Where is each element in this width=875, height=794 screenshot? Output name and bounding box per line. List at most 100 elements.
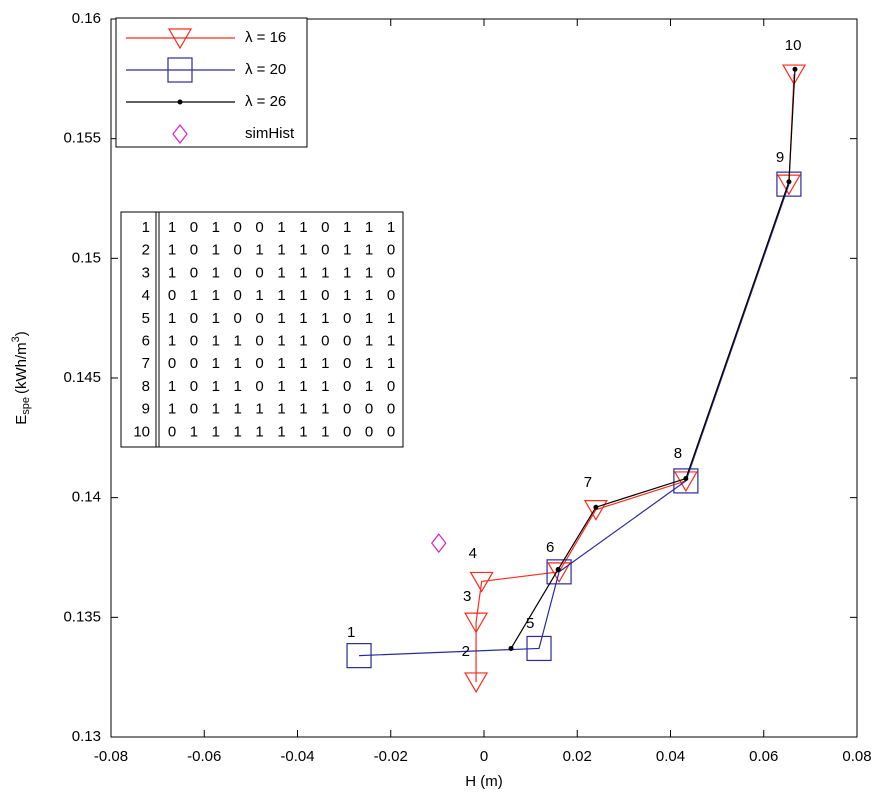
table-cell: 0 <box>190 242 198 259</box>
point-label: 9 <box>776 149 784 166</box>
table-cell: 0 <box>168 355 176 372</box>
table-cell: 0 <box>387 401 395 418</box>
x-tick-label: -0.02 <box>374 748 408 765</box>
y-tick-label: 0.135 <box>63 608 101 625</box>
table-cell: 1 <box>212 264 220 281</box>
table-cell: 1 <box>168 378 176 395</box>
table-cell: 1 <box>277 355 285 372</box>
table-index: 9 <box>142 401 150 418</box>
table-cell: 1 <box>365 219 373 236</box>
x-tick-label: 0.04 <box>656 748 685 765</box>
point-label: 1 <box>347 624 355 641</box>
legend-marker <box>177 99 183 105</box>
marker-diamond <box>431 533 447 554</box>
table-cell: 1 <box>277 423 285 440</box>
table-cell: 1 <box>299 242 307 259</box>
table-cell: 1 <box>387 310 395 327</box>
table-cell: 1 <box>277 264 285 281</box>
table-cell: 0 <box>234 264 242 281</box>
x-tick-label: -0.04 <box>280 748 314 765</box>
y-label-sup: 3 <box>10 336 22 342</box>
table-index: 2 <box>142 242 150 259</box>
table-cell: 0 <box>255 355 263 372</box>
table-cell: 1 <box>212 219 220 236</box>
marker-dot <box>792 66 798 72</box>
table-cell: 1 <box>277 401 285 418</box>
table-cell: 1 <box>168 219 176 236</box>
table-cell: 1 <box>365 264 373 281</box>
table-cell: 1 <box>321 355 329 372</box>
marker-dot <box>786 179 792 185</box>
table-cell: 0 <box>190 219 198 236</box>
table-cell: 1 <box>387 219 395 236</box>
marker-square <box>546 559 572 585</box>
table-index: 1 <box>142 219 150 236</box>
point-label: 4 <box>469 545 477 562</box>
table-cell: 1 <box>212 310 220 327</box>
table-index: 7 <box>142 355 150 372</box>
table-cell: 1 <box>277 242 285 259</box>
table-cell: 1 <box>190 423 198 440</box>
y-label-base: E <box>13 415 30 425</box>
y-axis-label: Espe (kWh/m3) <box>10 331 32 425</box>
table-index: 10 <box>133 423 150 440</box>
table-cell: 1 <box>321 423 329 440</box>
y-label-end: ) <box>13 331 30 336</box>
table-cell: 1 <box>365 242 373 259</box>
table-cell: 1 <box>299 219 307 236</box>
marker-dot <box>683 476 689 482</box>
table-cell: 0 <box>343 355 351 372</box>
table-cell: 0 <box>255 264 263 281</box>
table-cell: 0 <box>365 401 373 418</box>
table-cell: 0 <box>190 355 198 372</box>
table-cell: 1 <box>277 378 285 395</box>
table-cell: 1 <box>234 423 242 440</box>
marker-square <box>526 635 552 662</box>
table-cell: 1 <box>343 219 351 236</box>
legend-label: λ = 16 <box>245 29 286 46</box>
table-cell: 0 <box>387 287 395 304</box>
table-cell: 0 <box>234 287 242 304</box>
marker-dot <box>555 566 561 572</box>
table-index: 5 <box>142 310 150 327</box>
y-label-text: (kWh/m <box>13 342 30 394</box>
table-cell: 1 <box>365 332 373 349</box>
table-cell: 1 <box>365 287 373 304</box>
marker-dot <box>593 504 599 510</box>
table-cell: 0 <box>387 242 395 259</box>
table-cell: 1 <box>212 287 220 304</box>
table-cell: 1 <box>277 287 285 304</box>
table-cell: 0 <box>234 310 242 327</box>
table-cell: 1 <box>234 332 242 349</box>
marker-triangle <box>583 500 608 521</box>
marker-triangle <box>782 64 807 86</box>
marker-triangle <box>547 562 572 584</box>
table-cell: 1 <box>168 264 176 281</box>
table-cell: 1 <box>212 423 220 440</box>
table-cell: 0 <box>321 219 329 236</box>
table-cell: 1 <box>234 401 242 418</box>
table-cell: 1 <box>299 378 307 395</box>
table-cell: 1 <box>168 242 176 259</box>
table-cell: 1 <box>255 287 263 304</box>
table-cell: 1 <box>255 423 263 440</box>
x-tick-label: 0 <box>480 748 488 765</box>
table-cell: 1 <box>277 310 285 327</box>
table-cell: 0 <box>255 310 263 327</box>
legend-label: λ = 20 <box>245 61 286 78</box>
legend-label: λ = 26 <box>245 93 286 110</box>
table-index: 4 <box>142 287 150 304</box>
x-tick-label: -0.08 <box>94 748 128 765</box>
table-index: 8 <box>142 378 150 395</box>
table-cell: 1 <box>212 401 220 418</box>
legend-marker <box>167 57 193 83</box>
table-cell: 0 <box>168 423 176 440</box>
x-tick-label: 0.06 <box>749 748 778 765</box>
point-label: 3 <box>463 588 471 605</box>
table-cell: 0 <box>255 378 263 395</box>
table-cell: 0 <box>190 332 198 349</box>
series-line <box>359 183 790 657</box>
y-tick-label: 0.14 <box>72 489 101 506</box>
point-label: 10 <box>785 37 802 54</box>
